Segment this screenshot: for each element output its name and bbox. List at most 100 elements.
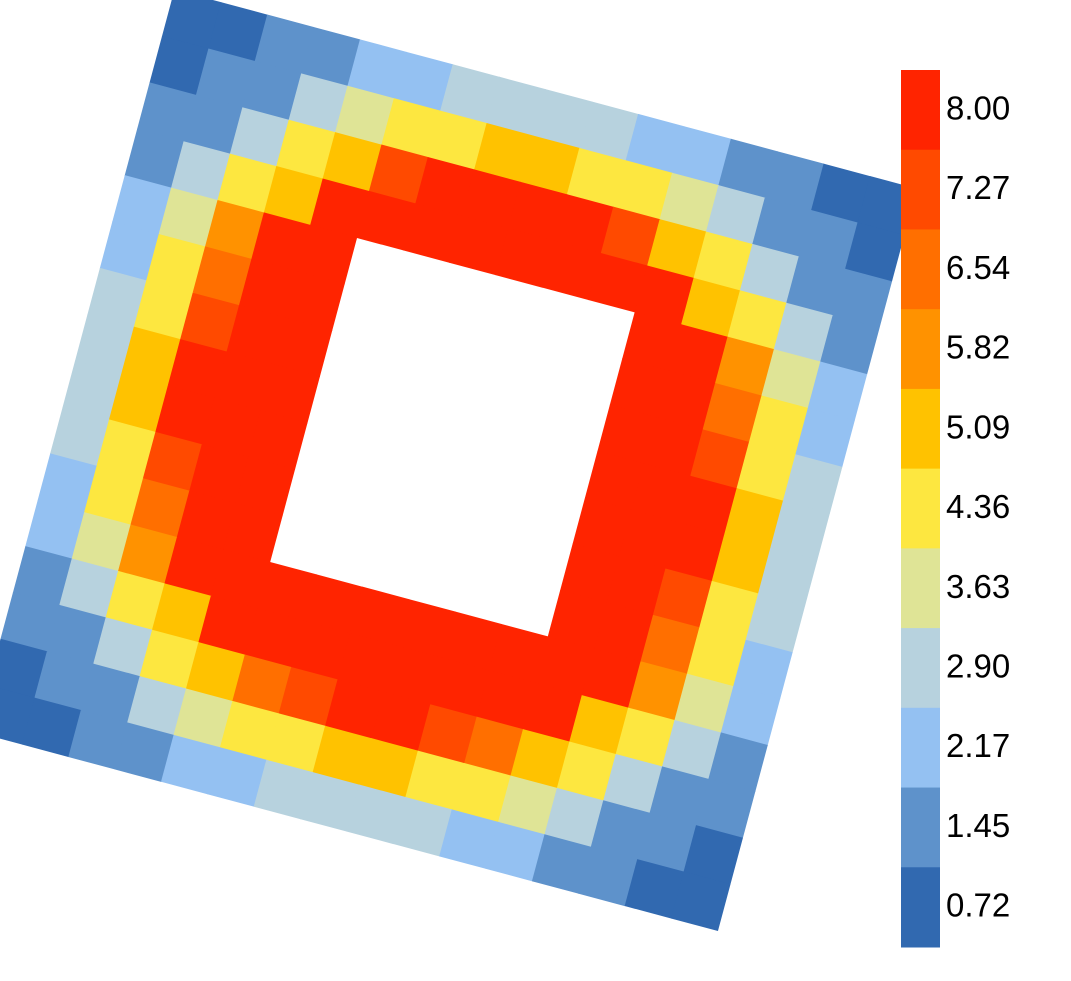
heatmap-cell bbox=[242, 60, 302, 121]
heatmap-cell bbox=[495, 228, 556, 288]
heatmap-cell bbox=[659, 172, 720, 233]
heatmap-cell bbox=[251, 212, 311, 272]
heatmap-cell bbox=[578, 846, 638, 907]
heatmap-cell bbox=[347, 39, 407, 99]
heatmap-cell bbox=[674, 673, 734, 734]
heatmap-cell bbox=[393, 51, 454, 112]
heatmap-cell bbox=[0, 638, 48, 699]
heatmap-cell bbox=[415, 156, 475, 217]
heatmap-cell bbox=[556, 741, 617, 802]
heatmap-cell bbox=[93, 617, 153, 677]
heatmap-cell bbox=[253, 759, 314, 820]
heatmap-cell bbox=[0, 685, 36, 745]
heatmap-cell bbox=[440, 64, 500, 124]
heatmap-cell bbox=[671, 871, 731, 932]
heatmap-cell bbox=[334, 85, 395, 146]
heatmap-cell bbox=[381, 98, 441, 158]
heatmap-cell bbox=[773, 302, 834, 363]
heatmap-cell bbox=[427, 110, 488, 171]
heatmap-cell bbox=[786, 256, 846, 316]
heatmap-cell bbox=[84, 465, 144, 526]
heatmap-cell bbox=[170, 141, 231, 201]
heatmap-cell bbox=[668, 324, 729, 384]
heatmap-cell bbox=[439, 809, 499, 869]
heatmap-cell bbox=[677, 475, 738, 536]
heatmap-cell bbox=[510, 729, 570, 789]
heatmap-cell bbox=[782, 454, 843, 514]
heatmap-cell bbox=[195, 48, 256, 109]
heatmap-cell bbox=[229, 107, 290, 167]
heatmap-cell bbox=[652, 568, 713, 629]
heatmap-cell bbox=[451, 763, 512, 823]
heatmap-plot bbox=[0, 0, 917, 932]
heatmap-cell bbox=[569, 695, 629, 755]
heatmap-cell bbox=[497, 775, 558, 835]
heatmap-cell bbox=[183, 94, 243, 155]
heatmap-cell bbox=[217, 153, 277, 214]
heatmap-cell bbox=[764, 151, 825, 211]
heatmap-cell bbox=[695, 778, 756, 839]
heatmap-cell bbox=[690, 429, 750, 489]
heatmap-cell bbox=[442, 611, 503, 672]
colorbar-band bbox=[901, 229, 940, 310]
heatmap-cell bbox=[606, 556, 666, 616]
heatmap-cell bbox=[705, 185, 766, 245]
heatmap-cell bbox=[531, 834, 592, 894]
colorbar-tick-label: 5.82 bbox=[946, 329, 1010, 366]
heatmap-cell bbox=[254, 14, 315, 75]
heatmap-cell bbox=[396, 599, 456, 659]
heatmap-cell bbox=[34, 651, 94, 711]
heatmap-cell bbox=[748, 395, 809, 455]
heatmap-cell bbox=[485, 821, 546, 882]
heatmap-cell bbox=[665, 522, 725, 582]
heatmap-grid bbox=[0, 0, 917, 932]
heatmap-cell bbox=[68, 710, 128, 770]
heatmap-cell bbox=[223, 503, 283, 563]
colorbar-tick-label: 1.45 bbox=[946, 807, 1010, 844]
heatmap-cell bbox=[127, 676, 187, 736]
heatmap-cell bbox=[566, 147, 627, 208]
heatmap-cell bbox=[417, 704, 478, 764]
heatmap-cell bbox=[149, 36, 209, 96]
heatmap-cell bbox=[383, 645, 444, 705]
heatmap-cell bbox=[300, 26, 361, 87]
heatmap-cell bbox=[371, 691, 431, 752]
heatmap-cell bbox=[464, 716, 524, 777]
heatmap-cell bbox=[112, 175, 172, 235]
heatmap-cell bbox=[588, 253, 648, 313]
colorbar-band bbox=[901, 149, 940, 230]
colorbar-tick-label: 3.63 bbox=[946, 568, 1010, 605]
heatmap-cell bbox=[603, 753, 663, 814]
heatmap-cell bbox=[572, 497, 633, 557]
heatmap-cell bbox=[226, 305, 286, 365]
heatmap-cell bbox=[739, 243, 800, 304]
heatmap-cell bbox=[579, 101, 639, 162]
heatmap-cell bbox=[486, 76, 546, 137]
heatmap-cell bbox=[711, 534, 772, 595]
heatmap-cell bbox=[192, 246, 253, 306]
heatmap-cell bbox=[96, 419, 156, 479]
heatmap-cell bbox=[155, 385, 215, 445]
heatmap-cell bbox=[702, 383, 763, 443]
heatmap-cell bbox=[232, 654, 292, 715]
heatmap-cell bbox=[810, 163, 871, 224]
heatmap-cell bbox=[142, 431, 203, 492]
heatmap-cell bbox=[745, 593, 806, 653]
heatmap-cell bbox=[643, 416, 704, 477]
heatmap-cell bbox=[151, 583, 212, 643]
heatmap-cell bbox=[176, 490, 237, 551]
heatmap-cell bbox=[699, 580, 759, 641]
heatmap-cell bbox=[615, 707, 676, 768]
heatmap-cell bbox=[300, 772, 360, 832]
heatmap-cell bbox=[121, 326, 181, 387]
heatmap-cell bbox=[71, 512, 132, 572]
heatmap-cell bbox=[733, 639, 793, 700]
heatmap-cell bbox=[832, 268, 893, 329]
colorbar-band bbox=[901, 548, 940, 629]
heatmap-cell bbox=[198, 595, 258, 656]
heatmap-cell bbox=[547, 589, 608, 650]
heatmap-cell bbox=[238, 258, 299, 319]
heatmap-cell bbox=[288, 73, 349, 133]
heatmap-cell bbox=[693, 231, 753, 292]
colorbar-tick-label: 5.09 bbox=[946, 408, 1010, 445]
